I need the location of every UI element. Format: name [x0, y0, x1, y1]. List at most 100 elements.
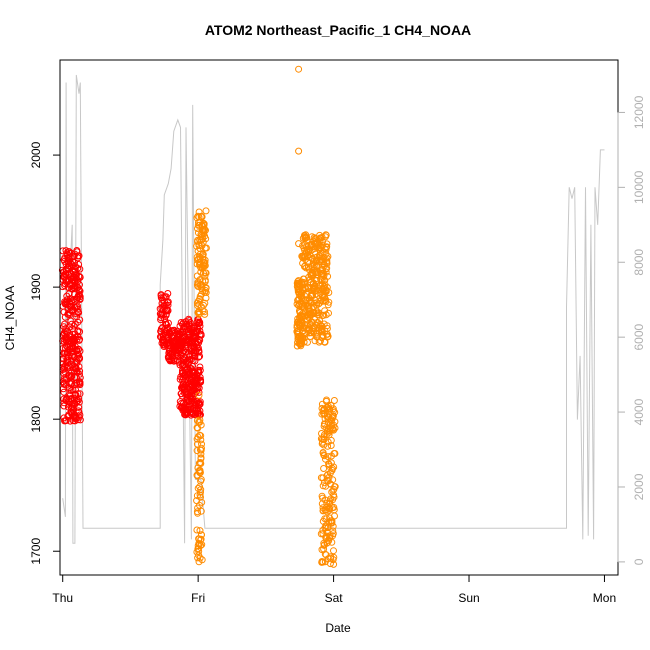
data-point: [193, 508, 201, 516]
data-point: [197, 476, 205, 483]
data-point: [76, 411, 84, 419]
data-point: [325, 473, 333, 481]
data-point: [322, 551, 330, 559]
data-point: [198, 213, 206, 221]
y2-tick-label: 10000: [632, 170, 646, 204]
data-point: [70, 322, 78, 330]
data-point: [302, 231, 310, 239]
x-tick-label: Sun: [458, 591, 479, 605]
data-point: [76, 328, 84, 336]
data-point: [303, 236, 311, 244]
data-point: [196, 459, 204, 466]
data-point: [76, 347, 84, 355]
data-point: [325, 298, 333, 306]
data-point: [315, 311, 323, 319]
data-point: [74, 390, 82, 398]
data-point: [67, 387, 75, 395]
data-point: [197, 446, 205, 454]
data-point: [73, 347, 81, 355]
data-point: [328, 518, 336, 526]
data-point: [330, 547, 337, 555]
data-point: [201, 299, 209, 307]
data-point: [297, 288, 304, 296]
data-point: [329, 530, 337, 538]
data-point: [325, 309, 332, 317]
data-point: [202, 226, 209, 234]
data-point: [164, 298, 172, 306]
data-point: [202, 244, 210, 252]
data-point: [195, 339, 203, 347]
data-point: [76, 316, 84, 324]
data-point: [75, 336, 83, 344]
data-point: [202, 294, 210, 302]
data-point: [196, 327, 204, 335]
y2-tick-label: 8000: [632, 249, 646, 276]
data-point: [196, 319, 204, 327]
data-point: [197, 331, 205, 339]
data-point: [329, 522, 337, 530]
data-point: [304, 338, 311, 346]
data-point: [164, 301, 172, 309]
y2-tick-label: 0: [632, 558, 646, 565]
data-point: [194, 344, 202, 352]
data-point: [327, 442, 335, 449]
data-point: [324, 453, 332, 461]
data-point: [195, 558, 203, 566]
data-point: [185, 315, 193, 323]
data-point: [295, 65, 303, 73]
data-point: [196, 322, 204, 330]
data-point: [69, 257, 76, 265]
y2-tick-label: 4000: [632, 398, 646, 425]
data-point: [76, 367, 84, 375]
data-point: [201, 310, 209, 318]
y2-tick-label: 2000: [632, 473, 646, 500]
data-point: [75, 252, 83, 260]
data-point: [68, 320, 76, 328]
data-point: [202, 235, 210, 243]
data-point: [321, 297, 329, 304]
data-point: [320, 452, 328, 460]
data-point: [194, 504, 202, 512]
data-point: [331, 408, 339, 416]
data-point: [319, 238, 326, 246]
data-point: [164, 319, 172, 327]
data-point: [191, 357, 199, 365]
data-point: [324, 301, 332, 309]
data-point: [196, 418, 204, 426]
data-point: [322, 268, 330, 276]
x-tick-label: Mon: [593, 591, 616, 605]
data-point: [193, 440, 201, 448]
data-point: [76, 355, 83, 363]
data-point: [329, 527, 337, 535]
data-point: [76, 281, 83, 289]
y-axis: 1700 1800 1900 2000: [29, 141, 61, 565]
data-point: [196, 398, 204, 406]
data-point: [317, 234, 325, 242]
data-point: [201, 259, 209, 267]
y2-axis-altitude: 0 2000 4000 6000 8000 10000 12000: [617, 95, 646, 565]
data-point: [75, 398, 83, 406]
data-point: [74, 308, 82, 316]
ch4-points: [58, 65, 339, 568]
data-point: [324, 272, 332, 280]
x-tick-label: Sat: [325, 591, 344, 605]
data-point: [323, 322, 331, 330]
data-point: [196, 416, 204, 424]
data-point: [164, 306, 172, 314]
data-point: [313, 299, 321, 307]
data-point: [197, 376, 205, 384]
data-point: [329, 465, 336, 473]
data-point: [76, 416, 84, 424]
data-point: [194, 542, 202, 550]
data-point: [75, 309, 83, 316]
data-point: [297, 293, 305, 301]
y-axis-label: CH4_NOAA: [3, 286, 17, 351]
data-point: [301, 232, 309, 240]
data-point: [312, 235, 320, 243]
x-axis: Thu Fri Sat Sun Mon: [52, 574, 616, 605]
data-point: [324, 332, 332, 340]
altitude-line: [62, 74, 605, 544]
x-axis-label: Date: [325, 621, 351, 635]
data-point: [196, 366, 204, 374]
data-point: [196, 363, 204, 371]
